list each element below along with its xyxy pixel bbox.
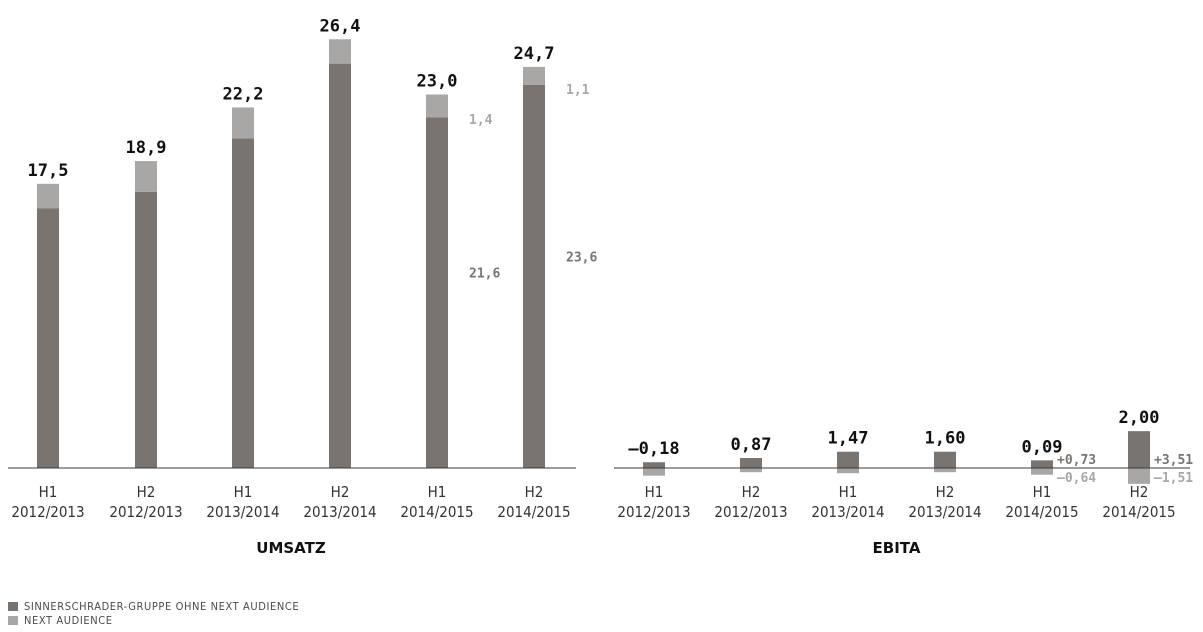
umsatz-category-label: 2013/2014: [303, 503, 376, 521]
ebita-chart-title: EBITA: [873, 539, 921, 557]
ebita-bar-primary: [740, 458, 762, 468]
umsatz-bar-primary: [232, 138, 254, 468]
ebita-side-label-primary: +3,51: [1154, 453, 1193, 468]
legend-swatch-primary: [8, 602, 18, 611]
ebita-category-label: 2013/2014: [811, 503, 884, 521]
ebita-total-label: –0,18: [628, 439, 679, 459]
ebita-bar-secondary: [740, 468, 762, 473]
ebita-bar-secondary: [643, 468, 665, 476]
ebita-bar-secondary: [934, 468, 956, 473]
umsatz-bar-primary: [329, 63, 351, 469]
umsatz-bar-primary: [37, 208, 59, 468]
legend-label-primary: SINNERSCHRADER-GRUPPE OHNE NEXT AUDIENCE: [24, 600, 300, 613]
umsatz-total-label: 22,2: [223, 84, 264, 104]
umsatz-category-label: H1: [428, 483, 447, 501]
ebita-side-label-primary: +0,73: [1057, 453, 1096, 468]
umsatz-total-label: 26,4: [320, 16, 361, 36]
ebita-total-label: 0,87: [731, 435, 772, 455]
umsatz-category-label: H2: [331, 483, 350, 501]
ebita-bar-primary: [934, 451, 956, 468]
legend-label-secondary: NEXT AUDIENCE: [24, 614, 113, 627]
legend-item-secondary: NEXT AUDIENCE: [8, 614, 113, 627]
umsatz-bar-secondary: [37, 183, 59, 209]
umsatz-side-label-primary: 21,6: [469, 267, 500, 282]
umsatz-category-label: H2: [525, 483, 544, 501]
ebita-total-label: 2,00: [1119, 408, 1160, 428]
umsatz-category-label: H1: [39, 483, 58, 501]
legend-swatch-secondary: [8, 616, 18, 625]
umsatz-category-label: H2: [137, 483, 156, 501]
umsatz-total-label: 23,0: [417, 71, 458, 91]
umsatz-bar-secondary: [329, 39, 351, 64]
umsatz-category-label: H1: [234, 483, 253, 501]
ebita-bar-secondary: [1128, 468, 1150, 484]
umsatz-total-label: 18,9: [126, 138, 167, 158]
umsatz-bar-secondary: [135, 161, 157, 192]
umsatz-category-label: 2014/2015: [497, 503, 570, 521]
ebita-side-label-secondary: –1,51: [1154, 471, 1193, 486]
ebita-total-label: 1,60: [925, 429, 966, 449]
ebita-category-label: H2: [1130, 483, 1149, 501]
ebita-category-label: 2012/2013: [714, 503, 787, 521]
ebita-total-label: 0,09: [1022, 437, 1063, 457]
legend-item-primary: SINNERSCHRADER-GRUPPE OHNE NEXT AUDIENCE: [8, 600, 299, 613]
umsatz-bar-secondary: [232, 107, 254, 139]
umsatz-category-label: 2013/2014: [206, 503, 279, 521]
umsatz-bar-primary: [135, 191, 157, 469]
umsatz-side-label-secondary: 1,1: [566, 83, 590, 98]
umsatz-category-label: 2014/2015: [400, 503, 473, 521]
ebita-bar-primary: [837, 451, 859, 468]
umsatz-bar-secondary: [426, 94, 448, 118]
umsatz-chart-title: UMSATZ: [256, 539, 326, 557]
ebita-bar-primary: [643, 462, 665, 468]
umsatz-bar-primary: [523, 84, 545, 469]
ebita-bar-secondary: [1031, 468, 1053, 475]
umsatz-side-label-secondary: 1,4: [469, 113, 493, 128]
umsatz-side-label-primary: 23,6: [566, 250, 597, 265]
ebita-category-label: H1: [645, 483, 664, 501]
umsatz-bar-secondary: [523, 66, 545, 85]
ebita-category-label: H1: [839, 483, 858, 501]
umsatz-category-label: 2012/2013: [11, 503, 84, 521]
ebita-category-label: H2: [936, 483, 955, 501]
umsatz-total-label: 17,5: [28, 161, 69, 181]
ebita-category-label: 2013/2014: [908, 503, 981, 521]
ebita-bar-primary: [1031, 460, 1053, 468]
ebita-total-label: 1,47: [828, 429, 869, 449]
ebita-bar-primary: [1128, 431, 1150, 468]
ebita-category-label: 2012/2013: [617, 503, 690, 521]
ebita-side-label-secondary: –0,64: [1057, 471, 1096, 486]
ebita-category-label: 2014/2015: [1005, 503, 1078, 521]
ebita-category-label: 2014/2015: [1102, 503, 1175, 521]
ebita-bar-secondary: [837, 468, 859, 474]
ebita-category-label: H1: [1033, 483, 1052, 501]
umsatz-bar-primary: [426, 117, 448, 468]
umsatz-category-label: 2012/2013: [109, 503, 182, 521]
umsatz-total-label: 24,7: [514, 44, 555, 64]
ebita-category-label: H2: [742, 483, 761, 501]
